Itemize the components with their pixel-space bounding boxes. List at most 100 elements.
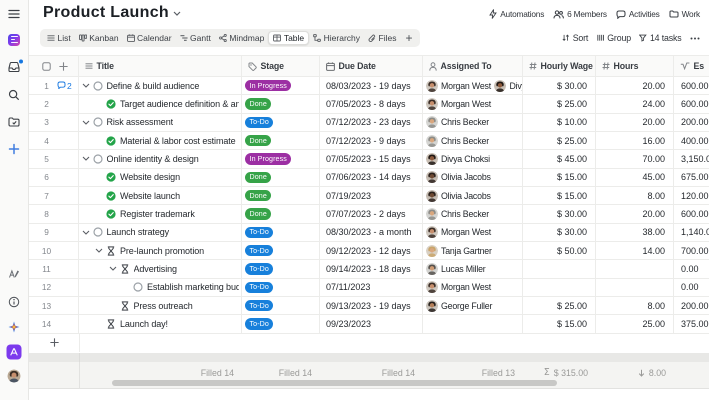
hourglass-status-icon[interactable] [119, 264, 130, 274]
group-control[interactable]: Group [597, 33, 631, 43]
stage-cell[interactable]: To-Do [242, 278, 320, 297]
summary-assign[interactable]: Filled 13 [423, 365, 523, 381]
pen-tool-icon[interactable] [9, 269, 20, 279]
assignee-chip[interactable]: Chris Becker [426, 134, 489, 147]
hours-cell[interactable]: 38.00 [596, 223, 674, 242]
due-date-cell[interactable]: 08/30/2023 - a month [320, 223, 423, 242]
row-number-cell[interactable]: 12 [29, 278, 79, 297]
due-date-cell[interactable]: 07/05/2023 - 8 days [320, 95, 423, 114]
estimate-cell[interactable]: 375.00 [674, 315, 709, 334]
hourly-wage-cell[interactable]: $ 50.00 [523, 241, 596, 261]
assigned-to-cell[interactable]: Morgan West [423, 95, 523, 114]
base-title-menu[interactable]: Product Launch [43, 4, 181, 22]
estimate-cell[interactable]: 1,140.00 [674, 224, 709, 242]
hourly-wage-cell[interactable]: $ 30.00 [523, 223, 596, 242]
topbar-action-members[interactable]: 6 Members [553, 9, 607, 19]
table-row[interactable]: 12 Establish marketing budget To-Do 07/11/2… [29, 278, 709, 297]
title-cell[interactable]: Launch day! [79, 315, 242, 334]
assignee-chip[interactable]: Lucas Miller [426, 262, 486, 275]
assigned-to-cell[interactable]: Tanja Gartner [423, 241, 523, 261]
workspace-badge-icon[interactable] [6, 344, 22, 360]
table-row[interactable]: 9 Launch strategy To-Do 08/30/2023 - a mont… [29, 223, 709, 242]
more-control[interactable] [690, 37, 700, 40]
hourly-wage-cell[interactable]: $ 45.00 [523, 150, 596, 169]
hours-cell[interactable]: 70.00 [596, 150, 674, 169]
row-number-cell[interactable]: 6 [29, 168, 79, 187]
stage-cell[interactable]: Done [242, 205, 320, 224]
column-header-est[interactable]: Es [674, 56, 709, 77]
row-number-cell[interactable]: 7 [29, 186, 79, 206]
stage-badge[interactable]: Done [245, 208, 272, 220]
assignee-chip[interactable]: Divya [494, 79, 522, 92]
estimate-cell[interactable]: 700.00 [674, 242, 709, 261]
expand-chevron-icon[interactable] [79, 83, 92, 88]
hours-cell[interactable]: 8.00 [596, 186, 674, 206]
due-date-cell[interactable]: 07/05/2023 - 15 days [320, 150, 423, 169]
stage-cell[interactable]: Done [242, 95, 320, 114]
hours-cell[interactable]: 24.00 [596, 95, 674, 114]
add-view-button[interactable]: + [400, 31, 417, 45]
filter-control[interactable]: 14 tasks [639, 33, 682, 43]
assignee-chip[interactable]: Morgan West [426, 79, 491, 92]
assigned-to-cell[interactable]: Olivia Jacobs [423, 168, 523, 187]
row-number-cell[interactable]: 4 [29, 131, 79, 151]
assignee-chip[interactable]: Morgan West [426, 97, 491, 110]
expand-chevron-icon[interactable] [93, 248, 106, 253]
assignee-chip[interactable]: Tanja Gartner [426, 244, 492, 257]
row-number-cell[interactable]: 14 [29, 315, 79, 334]
title-cell[interactable]: Material & labor cost estimate [79, 131, 242, 151]
expand-chevron-icon[interactable] [79, 156, 92, 162]
title-cell[interactable]: Launch strategy [79, 223, 242, 242]
circle-status-icon[interactable] [92, 154, 103, 164]
row-number-cell[interactable]: 2 [29, 95, 79, 114]
tab-calendar[interactable]: Calendar [123, 31, 176, 45]
circle-status-icon[interactable] [92, 81, 103, 91]
done-status-icon[interactable] [106, 172, 117, 182]
table-row[interactable]: 14 Launch day! To-Do 09/23/2023 $ 15.00 25.00… [29, 315, 709, 334]
column-header-due[interactable]: Due Date [320, 56, 423, 77]
hamburger-menu-icon[interactable] [8, 9, 20, 18]
stage-badge[interactable]: To-Do [245, 263, 274, 275]
stage-badge[interactable]: To-Do [245, 299, 274, 312]
hours-cell[interactable]: 16.00 [596, 131, 674, 151]
estimate-cell[interactable]: 600.00 [674, 205, 709, 224]
assigned-to-cell[interactable]: Chris Becker [423, 205, 523, 224]
hourly-wage-cell[interactable]: $ 30.00 [523, 205, 596, 224]
stage-badge[interactable]: In Progress [245, 153, 292, 165]
tab-table[interactable]: Table [268, 31, 310, 45]
stage-cell[interactable]: To-Do [242, 241, 320, 261]
tab-list[interactable]: List [43, 31, 75, 45]
assigned-to-cell[interactable]: Morgan West [423, 278, 523, 297]
stage-badge[interactable]: In Progress [245, 79, 292, 92]
add-icon[interactable] [8, 143, 20, 155]
hourglass-status-icon[interactable] [106, 246, 117, 256]
stage-cell[interactable]: Done [242, 186, 320, 206]
hourly-wage-cell[interactable]: $ 25.00 [523, 131, 596, 151]
table-row[interactable]: 5 Online identity & design In Progress 07/0… [29, 150, 709, 169]
expand-chevron-icon[interactable] [79, 120, 92, 125]
due-date-cell[interactable]: 07/07/2023 - 2 days [320, 205, 423, 224]
add-row-button[interactable] [29, 334, 79, 352]
inbox-icon[interactable] [8, 58, 24, 73]
tab-mindmap[interactable]: Mindmap [215, 31, 268, 45]
due-date-cell[interactable]: 09/14/2023 - 18 days [320, 260, 423, 279]
topbar-action-activities[interactable]: Activities [616, 9, 660, 19]
due-date-cell[interactable]: 09/23/2023 [320, 315, 423, 334]
due-date-cell[interactable]: 08/03/2023 - 19 days [320, 77, 423, 96]
hourly-wage-cell[interactable]: $ 25.00 [523, 296, 596, 316]
estimate-cell[interactable]: 0.00 [674, 279, 709, 297]
assignee-chip[interactable]: George Fuller [426, 299, 492, 312]
stage-badge[interactable]: To-Do [245, 116, 274, 129]
estimate-cell[interactable]: 600.00 [674, 77, 709, 96]
circle-status-icon[interactable] [133, 282, 144, 292]
sort-control[interactable]: Sort [562, 33, 588, 43]
title-cell[interactable]: Advertising [79, 260, 242, 279]
column-header-title[interactable]: Title [79, 56, 242, 77]
hourly-wage-cell[interactable]: $ 15.00 [523, 186, 596, 206]
hours-cell[interactable]: 14.00 [596, 241, 674, 261]
done-status-icon[interactable] [106, 99, 117, 109]
assigned-to-cell[interactable]: Morgan West [423, 223, 523, 242]
assignee-chip[interactable]: Olivia Jacobs [426, 171, 491, 184]
title-cell[interactable]: Establish marketing budget [79, 278, 242, 297]
title-cell[interactable]: Pre-launch promotion [79, 241, 242, 261]
